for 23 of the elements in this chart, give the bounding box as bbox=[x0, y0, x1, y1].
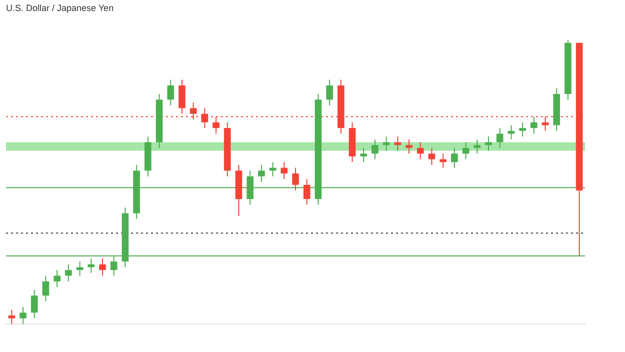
candlestick bbox=[8, 309, 16, 324]
chart-title: U.S. Dollar / Japanese Yen bbox=[6, 3, 114, 13]
candlestick bbox=[280, 162, 288, 180]
candlestick bbox=[451, 147, 458, 168]
candlestick bbox=[88, 258, 95, 274]
candlestick bbox=[76, 261, 84, 276]
candlestick bbox=[99, 258, 106, 276]
candlestick bbox=[360, 147, 368, 163]
candlestick bbox=[54, 270, 60, 288]
candlestick bbox=[428, 147, 436, 166]
candlestick bbox=[440, 153, 446, 168]
candlestick bbox=[20, 306, 26, 324]
candlestick bbox=[30, 289, 38, 319]
candlestick bbox=[258, 164, 265, 182]
candlestick bbox=[326, 79, 333, 106]
candlestick bbox=[167, 79, 174, 106]
candlestick bbox=[519, 122, 526, 138]
candlestick bbox=[42, 275, 50, 302]
candlestick bbox=[303, 178, 310, 206]
candlestick bbox=[292, 167, 299, 192]
candlestick bbox=[65, 264, 72, 282]
candlestick bbox=[178, 79, 186, 114]
candlestick bbox=[530, 116, 538, 134]
